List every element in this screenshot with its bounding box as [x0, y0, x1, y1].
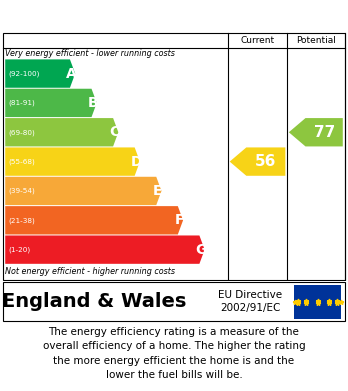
Text: (1-20): (1-20) [8, 246, 30, 253]
Polygon shape [230, 147, 285, 176]
Polygon shape [5, 206, 183, 235]
Text: E: E [153, 184, 163, 198]
Text: Not energy efficient - higher running costs: Not energy efficient - higher running co… [5, 267, 175, 276]
Text: Current: Current [240, 36, 275, 45]
Polygon shape [5, 118, 118, 147]
Text: (21-38): (21-38) [8, 217, 35, 224]
Bar [294, 285, 341, 319]
Text: Very energy efficient - lower running costs: Very energy efficient - lower running co… [5, 48, 175, 57]
Text: Potential: Potential [296, 36, 336, 45]
Text: B: B [88, 96, 98, 110]
Polygon shape [5, 147, 140, 176]
Text: Energy Efficiency Rating: Energy Efficiency Rating [63, 9, 285, 23]
Text: (69-80): (69-80) [8, 129, 35, 136]
Text: G: G [195, 243, 206, 256]
Text: EU Directive
2002/91/EC: EU Directive 2002/91/EC [219, 290, 283, 313]
Text: (81-91): (81-91) [8, 100, 35, 106]
Text: (55-68): (55-68) [8, 158, 35, 165]
Text: (92-100): (92-100) [8, 70, 39, 77]
Text: C: C [109, 125, 120, 139]
Polygon shape [5, 59, 75, 88]
Polygon shape [5, 89, 97, 117]
Text: England & Wales: England & Wales [2, 292, 186, 311]
Polygon shape [5, 177, 161, 205]
Text: The energy efficiency rating is a measure of the
overall efficiency of a home. T: The energy efficiency rating is a measur… [43, 327, 305, 380]
Text: D: D [130, 154, 142, 169]
Polygon shape [5, 235, 205, 264]
Polygon shape [289, 118, 343, 147]
Text: 77: 77 [314, 125, 335, 140]
Text: A: A [66, 66, 77, 81]
Text: F: F [174, 213, 184, 227]
Text: (39-54): (39-54) [8, 188, 35, 194]
Text: 56: 56 [255, 154, 277, 169]
